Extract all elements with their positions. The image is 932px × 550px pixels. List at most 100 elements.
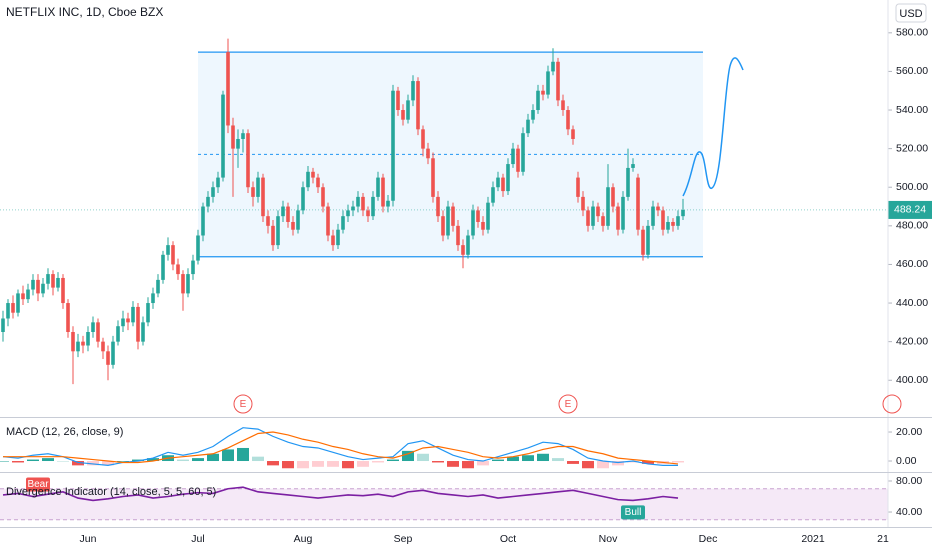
x-tick-label: Dec <box>699 533 718 545</box>
y-tick-label: 500.00 <box>896 181 928 193</box>
candle-body <box>171 245 175 265</box>
histogram-bar <box>372 461 384 463</box>
candle-body <box>531 110 535 120</box>
candle-body <box>311 171 315 178</box>
candle-body <box>131 306 135 323</box>
last-price-label: 488.24 <box>894 204 926 216</box>
y-tick-label: 80.00 <box>896 475 922 487</box>
candle-body <box>141 322 145 342</box>
candle-body <box>351 206 355 211</box>
candle-body <box>51 274 55 288</box>
candle-body <box>86 332 90 346</box>
signal-tag <box>621 505 645 520</box>
candle-body <box>611 187 615 207</box>
x-tick-label: Sep <box>394 533 413 545</box>
histogram-bar <box>282 461 294 469</box>
candle-body <box>481 221 485 230</box>
candle-body <box>601 216 605 226</box>
candle-body <box>66 303 70 332</box>
candle-body <box>271 225 275 246</box>
candle-body <box>206 196 210 207</box>
histogram-bar <box>462 461 474 469</box>
candle-body <box>306 171 310 188</box>
candle-body <box>276 216 280 246</box>
candle-body <box>166 245 170 255</box>
candle-body <box>321 187 325 207</box>
candle-body <box>421 129 425 149</box>
candle-body <box>31 279 35 290</box>
histogram-bar <box>327 461 339 467</box>
candle-body <box>71 332 75 352</box>
candle-body <box>556 61 560 101</box>
candle-body <box>41 283 45 294</box>
candle-body <box>246 133 250 188</box>
candle-body <box>566 110 570 130</box>
histogram-bar <box>207 453 219 462</box>
candle-body <box>616 206 620 230</box>
candle-body <box>581 196 585 211</box>
candle-body <box>16 293 20 313</box>
candle-body <box>231 125 235 149</box>
candle-body <box>656 206 660 211</box>
candle-body <box>26 289 30 300</box>
candle-body <box>146 303 150 323</box>
candle-body <box>491 187 495 203</box>
candle-body <box>251 187 255 197</box>
candle-body <box>91 322 95 332</box>
candle-body <box>446 206 450 236</box>
candle-body <box>6 303 10 319</box>
candle-body <box>196 235 200 261</box>
candle-body <box>201 206 205 236</box>
oscillator-line <box>2 486 679 502</box>
histogram-bar <box>552 458 564 462</box>
candle-body <box>651 206 655 226</box>
pane-title: MACD (12, 26, close, 9) <box>6 426 123 438</box>
candle-body <box>46 274 50 284</box>
histogram-bar <box>312 461 324 467</box>
candle-body <box>501 177 505 192</box>
candle-body <box>486 202 490 230</box>
candle-body <box>676 216 680 226</box>
histogram-bar <box>12 461 24 463</box>
candle-body <box>661 210 665 230</box>
candle-body <box>441 216 445 236</box>
candle-body <box>571 129 575 139</box>
histogram-bar <box>417 453 429 462</box>
candle-body <box>316 177 320 188</box>
candle-body <box>416 81 420 130</box>
currency-box[interactable] <box>895 3 927 23</box>
histogram-bar <box>507 456 519 462</box>
candle-body <box>286 206 290 222</box>
candle-body <box>551 61 555 72</box>
candle-body <box>281 206 285 217</box>
histogram-bar <box>177 459 189 462</box>
candle-body <box>76 341 80 352</box>
candle-body <box>11 303 15 313</box>
candle-body <box>476 210 480 222</box>
histogram-bar <box>102 461 114 466</box>
candle-body <box>226 52 230 126</box>
candle-body <box>366 210 370 217</box>
y-tick-label: 40.00 <box>896 506 922 518</box>
candle-body <box>521 133 525 172</box>
candle-body <box>431 158 435 197</box>
candle-body <box>176 264 180 275</box>
candle-body <box>126 318 130 323</box>
candle-body <box>496 177 500 188</box>
candle-body <box>541 90 545 95</box>
candle-body <box>381 177 385 207</box>
histogram-bar <box>192 458 204 462</box>
candle-body <box>21 293 25 300</box>
candle-body <box>376 177 380 197</box>
candle-body <box>56 277 60 288</box>
signal-line <box>3 431 679 465</box>
candle-body <box>1 318 5 332</box>
candle-body <box>301 187 305 211</box>
candle-body <box>451 206 455 226</box>
currency[interactable]: USD <box>899 8 922 20</box>
candle-body <box>341 216 345 230</box>
candle-body <box>516 148 520 172</box>
candle-body <box>466 235 470 255</box>
candle-body <box>221 94 225 178</box>
